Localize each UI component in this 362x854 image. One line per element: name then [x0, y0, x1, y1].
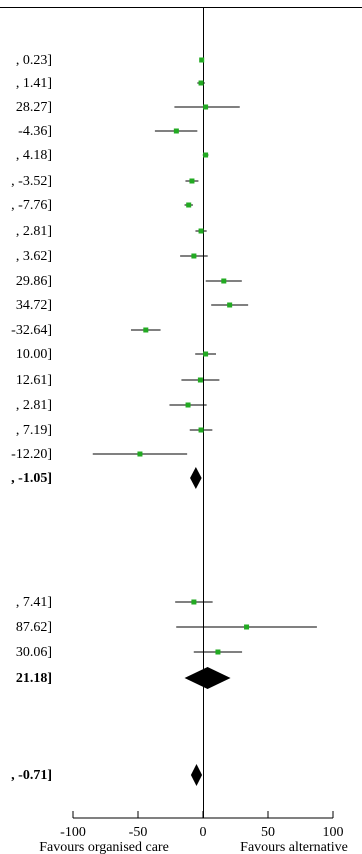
study-marker: [199, 428, 204, 433]
ci-label: 21.18]: [16, 671, 52, 686]
summary-diamond: [191, 764, 202, 786]
ci-label: , 2.81]: [16, 398, 52, 413]
ci-label: , -3.52]: [11, 174, 52, 189]
study-marker: [203, 105, 208, 110]
x-tick-label: -50: [129, 825, 148, 840]
ci-label: , 3.62]: [16, 249, 52, 264]
study-marker: [189, 179, 194, 184]
ci-label: , 0.23]: [16, 53, 52, 68]
study-marker: [198, 378, 203, 383]
study-marker: [174, 129, 179, 134]
favours-right-label: Favours alternative: [240, 840, 348, 854]
ci-label: , 7.41]: [16, 595, 52, 610]
ci-label: -12.20]: [11, 447, 52, 462]
ci-label: 87.62]: [16, 620, 52, 635]
study-marker: [191, 254, 196, 259]
study-marker: [143, 328, 148, 333]
ci-label: 12.61]: [16, 373, 52, 388]
study-marker: [203, 153, 208, 158]
favours-left-label: Favours organised care: [39, 840, 169, 854]
summary-diamond: [185, 667, 231, 689]
ci-label: , -0.71]: [11, 768, 52, 783]
study-marker: [227, 303, 232, 308]
study-marker: [203, 352, 208, 357]
study-marker: [199, 58, 204, 63]
ci-label: , -7.76]: [11, 198, 52, 213]
ci-label: 29.86]: [16, 274, 52, 289]
study-marker: [199, 229, 204, 234]
ci-label: , -1.05]: [11, 471, 52, 486]
x-tick-label: 0: [200, 825, 207, 840]
forest-marks: [93, 58, 317, 787]
study-marker: [186, 203, 191, 208]
ci-label: -32.64]: [11, 323, 52, 338]
ci-label: 34.72]: [16, 298, 52, 313]
study-marker: [244, 625, 249, 630]
study-marker: [215, 650, 220, 655]
x-tick-label: 50: [261, 825, 275, 840]
x-tick-label: 100: [323, 825, 344, 840]
x-tick-label: -100: [60, 825, 86, 840]
ci-label: 10.00]: [16, 347, 52, 362]
ci-label: , 1.41]: [16, 76, 52, 91]
ci-label: , 7.19]: [16, 423, 52, 438]
study-marker: [221, 279, 226, 284]
study-marker: [186, 403, 191, 408]
summary-diamond: [190, 467, 202, 489]
x-axis: -100 -50 0 50 100: [60, 811, 343, 840]
study-marker: [191, 600, 196, 605]
ci-label: , 2.81]: [16, 224, 52, 239]
study-marker: [137, 452, 142, 457]
ci-label: 28.27]: [16, 100, 52, 115]
ci-label-column: , 0.23] , 1.41] 28.27] -4.36] , 4.18] , -3.52…: [11, 53, 52, 783]
study-marker: [199, 81, 204, 86]
ci-label: -4.36]: [18, 124, 52, 139]
ci-label: , 4.18]: [16, 148, 52, 163]
ci-label: 30.06]: [16, 645, 52, 660]
